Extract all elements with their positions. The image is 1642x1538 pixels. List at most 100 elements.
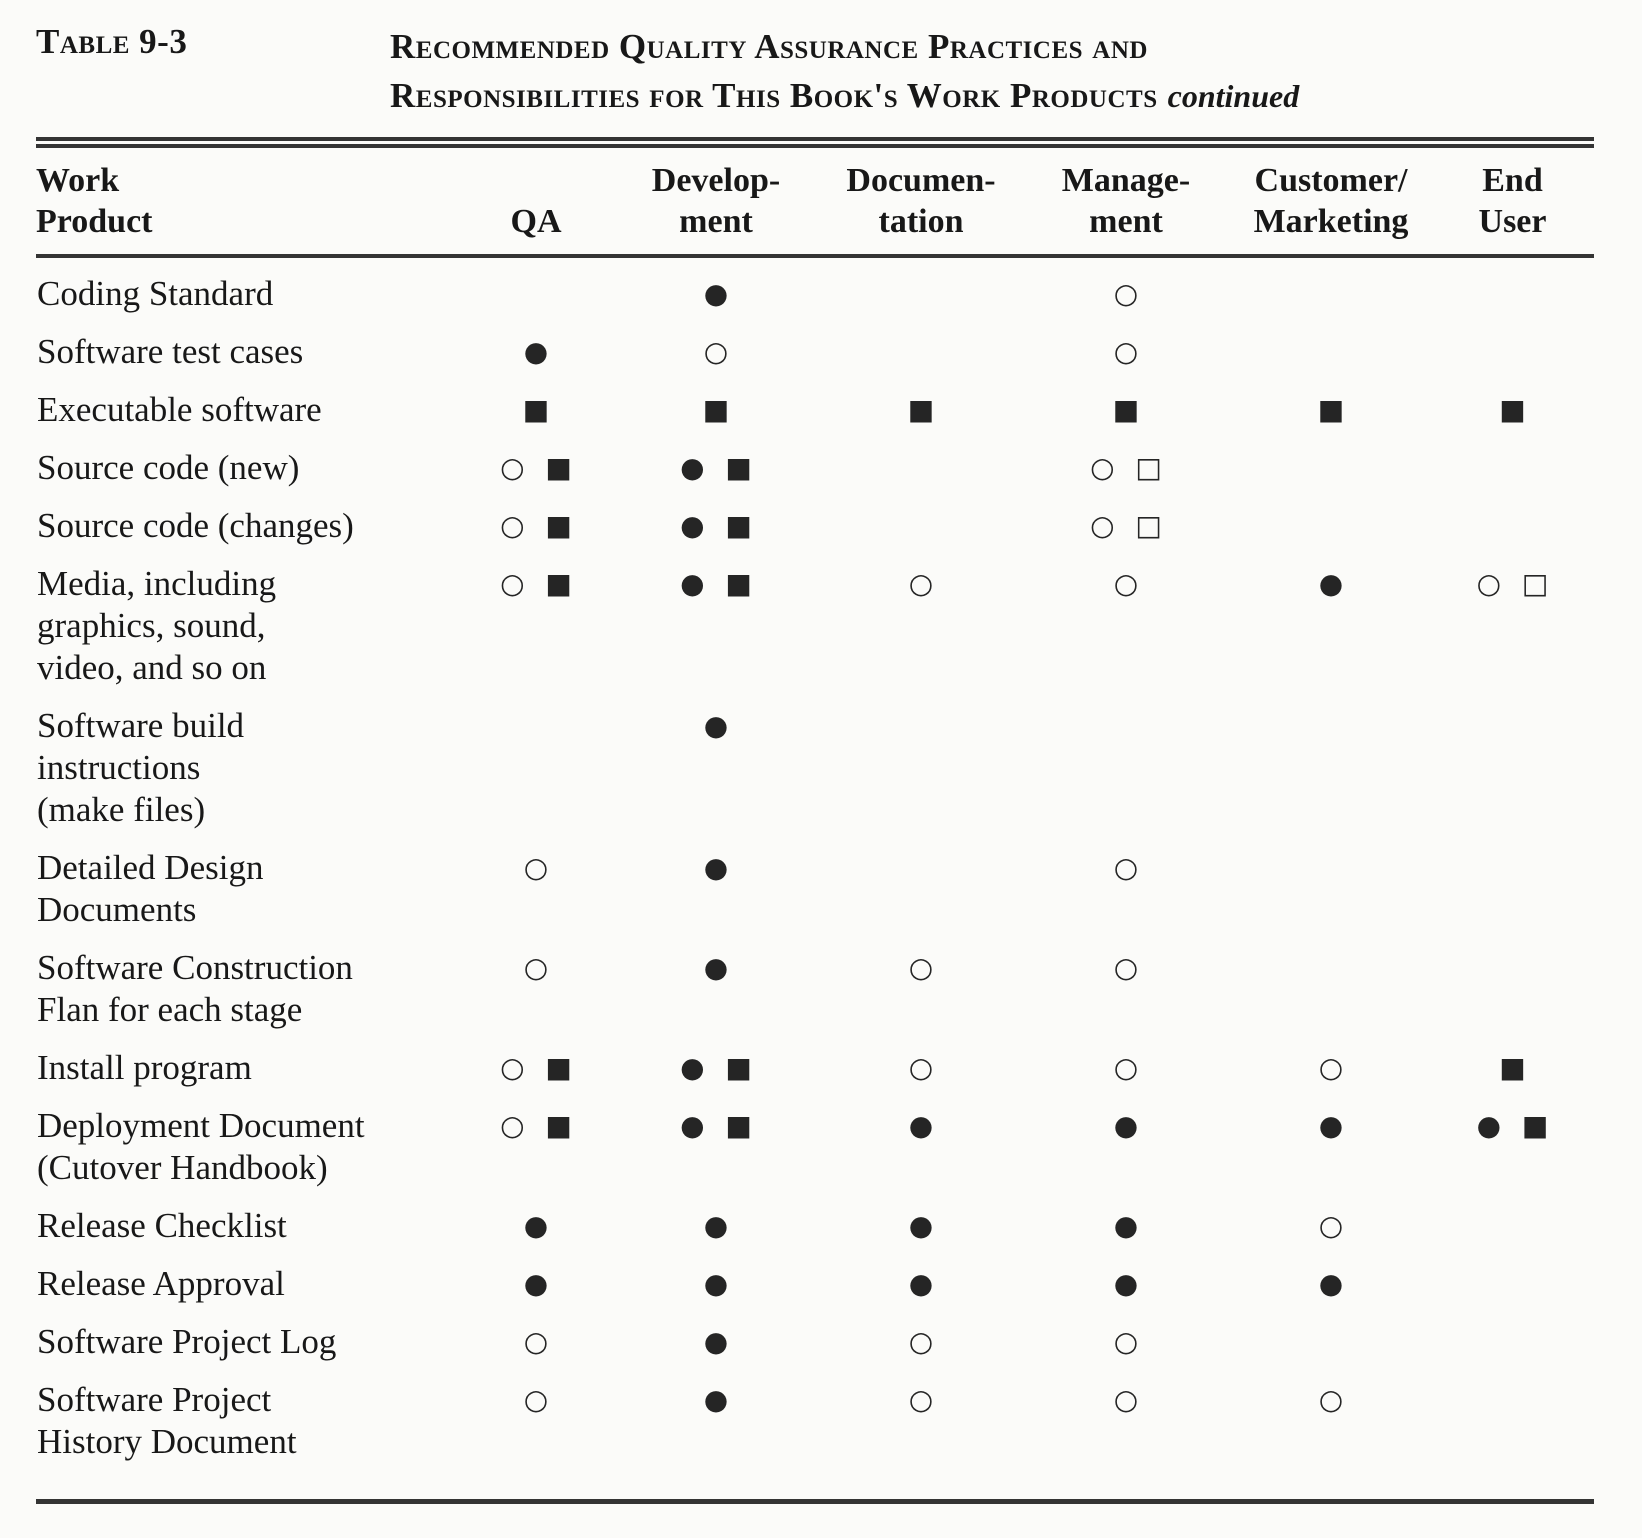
table-row: Source code (changes) ○ ■ ● ■ ○ □ xyxy=(36,490,1594,548)
column-header-end-user: End User xyxy=(1431,142,1594,258)
cell-qa: ○ ■ xyxy=(500,567,572,600)
cell-management: ● xyxy=(1113,1109,1139,1142)
column-header-qa: QA xyxy=(461,142,611,258)
cell-customer-marketing xyxy=(1231,932,1431,1032)
column-header-documentation: Documen- tation xyxy=(821,142,1021,258)
cell-end-user xyxy=(1431,256,1594,316)
cell-end-user xyxy=(1431,690,1594,832)
work-product-name: Software Construction Flan for each stag… xyxy=(37,948,353,1029)
column-header-development: Develop- ment xyxy=(611,142,821,258)
cell-customer-marketing xyxy=(1231,690,1431,832)
cell-development: ● xyxy=(703,277,729,310)
cell-management: ○ xyxy=(1113,1383,1139,1416)
cell-end-user xyxy=(1431,832,1594,932)
cell-management xyxy=(1021,690,1231,832)
cell-development: ● xyxy=(703,951,729,984)
cell-documentation xyxy=(821,316,1021,374)
cell-qa: ■ xyxy=(522,393,550,426)
cell-management: ○ xyxy=(1113,951,1139,984)
cell-documentation: ● xyxy=(908,1209,934,1242)
cell-customer-marketing: ■ xyxy=(1317,393,1345,426)
cell-end-user xyxy=(1431,316,1594,374)
cell-development: ○ xyxy=(703,335,729,368)
cell-qa: ○ ■ xyxy=(500,509,572,542)
cell-documentation xyxy=(821,432,1021,490)
cell-management: ○ xyxy=(1113,1325,1139,1358)
cell-development: ● xyxy=(703,851,729,884)
cell-end-user xyxy=(1431,1248,1594,1306)
cell-end-user: ■ xyxy=(1499,1051,1526,1084)
cell-development: ● xyxy=(703,1267,729,1300)
work-product-name: Install program xyxy=(37,1048,252,1087)
cell-customer-marketing: ○ xyxy=(1318,1209,1344,1242)
work-product-name: Software test cases xyxy=(37,332,304,371)
header-row: Work Product QA Develop- ment Documen- t… xyxy=(36,142,1594,258)
cell-end-user: ■ xyxy=(1499,393,1526,426)
continued-note: continued xyxy=(1167,78,1300,114)
cell-end-user xyxy=(1431,1364,1594,1502)
work-product-name: Coding Standard xyxy=(37,274,274,313)
cell-documentation: ○ xyxy=(908,567,934,600)
cell-development: ● ■ xyxy=(680,567,752,600)
cell-documentation: ○ xyxy=(908,1325,934,1358)
cell-qa: ● xyxy=(523,1267,549,1300)
table-title-line2: Responsibilities for This Book's Work Pr… xyxy=(390,71,1299,121)
cell-management: ■ xyxy=(1112,393,1140,426)
table-title: Recommended Quality Assurance Practices … xyxy=(390,22,1299,121)
table-header: Work Product QA Develop- ment Documen- t… xyxy=(36,142,1594,258)
cell-management: ○ xyxy=(1113,851,1139,884)
cell-development: ● xyxy=(703,1209,729,1242)
cell-documentation xyxy=(821,690,1021,832)
cell-documentation xyxy=(821,256,1021,316)
work-product-name: Release Checklist xyxy=(37,1206,287,1245)
cell-qa: ○ ■ xyxy=(500,451,572,484)
table-row: Software Construction Flan for each stag… xyxy=(36,932,1594,1032)
cell-customer-marketing: ● xyxy=(1318,567,1344,600)
cell-development: ■ xyxy=(702,393,730,426)
cell-customer-marketing xyxy=(1231,832,1431,932)
work-product-name: Media, including graphics, sound, video,… xyxy=(37,564,277,687)
work-product-name: Source code (changes) xyxy=(37,506,354,545)
table-title-line2-text: Responsibilities for This Book's Work Pr… xyxy=(390,76,1158,115)
cell-qa: ○ xyxy=(523,1325,549,1358)
cell-customer-marketing xyxy=(1231,490,1431,548)
table-body: Coding Standard ● ○ Software test cases … xyxy=(36,256,1594,1502)
cell-customer-marketing: ● xyxy=(1318,1109,1344,1142)
cell-end-user: ○ □ xyxy=(1476,567,1549,600)
cell-documentation xyxy=(821,832,1021,932)
cell-qa: ○ xyxy=(523,851,549,884)
table-title-line1: Recommended Quality Assurance Practices … xyxy=(390,27,1148,66)
table-row: Software Project History Document ○ ● ○ … xyxy=(36,1364,1594,1502)
work-product-name: Software Project History Document xyxy=(37,1380,297,1461)
cell-qa: ○ ■ xyxy=(500,1051,572,1084)
table-row: Executable software ■ ■ ■ ■ ■ ■ xyxy=(36,374,1594,432)
cell-development: ● ■ xyxy=(680,451,752,484)
table-row: Release Approval ● ● ● ● ● xyxy=(36,1248,1594,1306)
cell-management: ○ xyxy=(1113,277,1139,310)
cell-documentation: ■ xyxy=(907,393,935,426)
table-row: Release Checklist ● ● ● ● ○ xyxy=(36,1190,1594,1248)
work-product-name: Detailed Design Documents xyxy=(37,848,264,929)
cell-qa: ○ xyxy=(523,951,549,984)
cell-management: ○ □ xyxy=(1090,509,1162,542)
cell-customer-marketing xyxy=(1231,256,1431,316)
work-product-name: Software build instructions (make files) xyxy=(37,706,245,829)
table-caption: Table 9-3 Recommended Quality Assurance … xyxy=(36,22,1642,121)
cell-development: ● ■ xyxy=(680,509,752,542)
cell-end-user xyxy=(1431,432,1594,490)
scanned-book-page: Table 9-3 Recommended Quality Assurance … xyxy=(36,22,1642,1504)
qa-practices-table: Work Product QA Develop- ment Documen- t… xyxy=(36,137,1594,1504)
table-row: Source code (new) ○ ■ ● ■ ○ □ xyxy=(36,432,1594,490)
cell-development: ● ■ xyxy=(680,1109,752,1142)
cell-documentation: ● xyxy=(908,1267,934,1300)
cell-qa: ○ ■ xyxy=(500,1109,572,1142)
cell-customer-marketing: ○ xyxy=(1318,1051,1344,1084)
cell-management: ● xyxy=(1113,1267,1139,1300)
table-row: Software test cases ● ○ ○ xyxy=(36,316,1594,374)
work-product-name: Deployment Document (Cutover Handbook) xyxy=(37,1106,365,1187)
cell-development: ● xyxy=(703,1383,729,1416)
cell-documentation: ○ xyxy=(908,951,934,984)
table-number: Table 9-3 xyxy=(36,22,188,61)
cell-end-user xyxy=(1431,932,1594,1032)
cell-documentation: ○ xyxy=(908,1383,934,1416)
